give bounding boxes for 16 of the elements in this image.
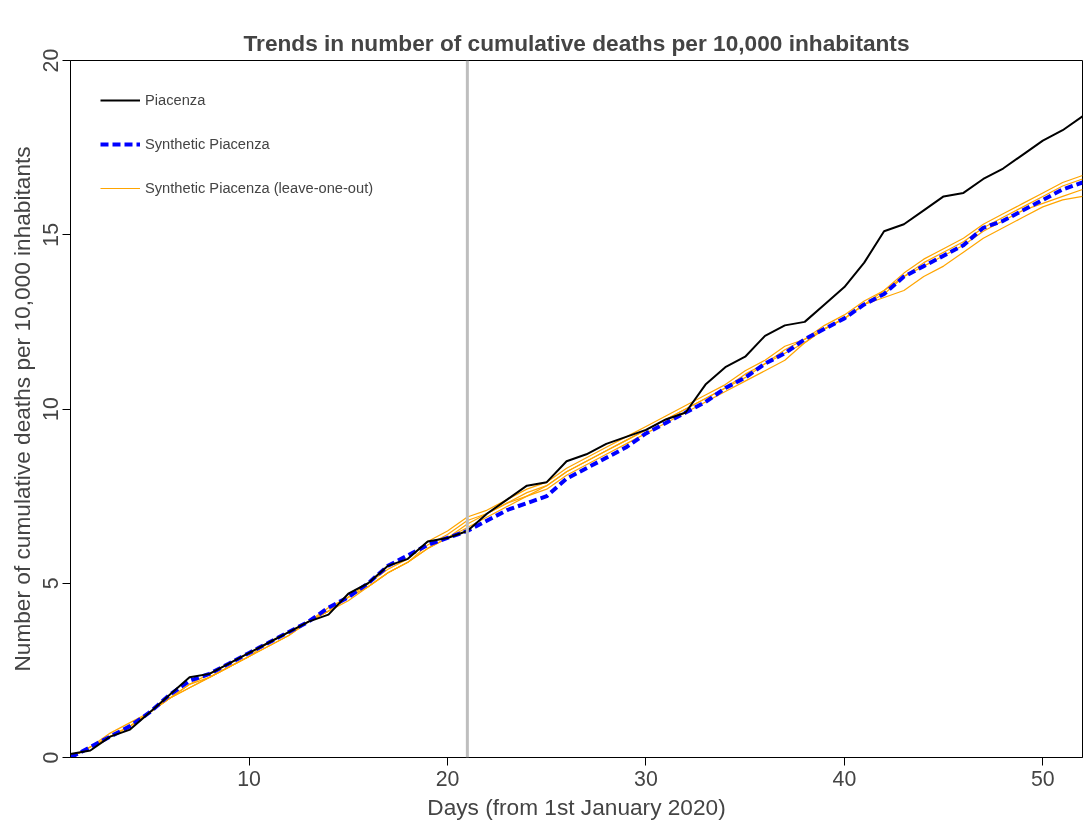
x-tick-label: 40 bbox=[832, 766, 857, 791]
legend-label: Synthetic Piacenza (leave-one-out) bbox=[145, 180, 374, 196]
y-axis-title: Number of cumulative deaths per 10,000 inhabitants bbox=[8, 146, 35, 672]
x-tick-label: 10 bbox=[237, 766, 262, 791]
y-tick-label: 5 bbox=[38, 577, 63, 590]
x-tick-label: 20 bbox=[435, 766, 460, 791]
y-tick-label: 0 bbox=[38, 751, 63, 764]
legend-label: Synthetic Piacenza bbox=[145, 136, 270, 152]
y-tick-label: 15 bbox=[38, 222, 63, 247]
x-axis-title: Days (from 1st January 2020) bbox=[427, 793, 726, 820]
x-tick-label: 50 bbox=[1030, 766, 1055, 791]
legend-label: Piacenza bbox=[145, 92, 206, 108]
x-tick-label: 30 bbox=[634, 766, 658, 791]
y-tick-label: 20 bbox=[38, 48, 63, 73]
y-tick-label: 10 bbox=[38, 397, 63, 421]
chart-title: Trends in number of cumulative deaths per 10,000 inhabitants bbox=[243, 29, 910, 56]
